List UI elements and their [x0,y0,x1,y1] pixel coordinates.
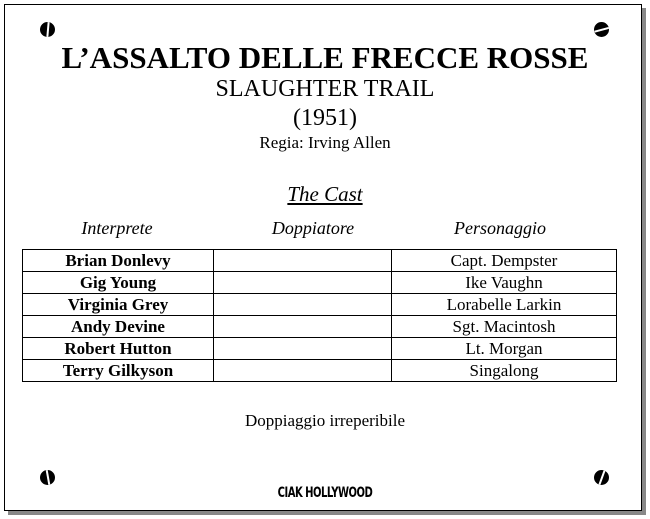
cast-heading: The Cast [287,182,363,206]
note: Doppiaggio irreperibile [244,411,406,430]
table-row: Virginia Grey Lorabelle Larkin [22,293,617,316]
cast-table: Brian Donlevy Capt. Dempster Gig Young Ike … [22,249,617,382]
dubber-cell [213,359,392,382]
table-row: Brian Donlevy Capt. Dempster [22,249,617,272]
screw-icon [40,470,55,485]
role-cell: Ike Vaughn [391,271,617,294]
actor-cell: Virginia Grey [22,293,214,316]
actor-cell: Gig Young [22,271,214,294]
role-cell: Sgt. Macintosh [391,315,617,338]
page-title: L’ASSALTO DELLE FRECCE ROSSE [61,40,589,75]
original-title: SLAUGHTER TRAIL [215,76,435,102]
director: Regia: Irving Allen [259,133,391,152]
dubber-cell [213,293,392,316]
dubber-cell [213,337,392,360]
screw-icon [594,470,609,485]
role-cell: Capt. Dempster [391,249,617,272]
dubber-cell [213,249,392,272]
table-row: Terry Gilkyson Singalong [22,359,617,382]
dubber-cell [213,271,392,294]
role-cell: Lorabelle Larkin [391,293,617,316]
table-row: Robert Hutton Lt. Morgan [22,337,617,360]
year: (1951) [293,105,357,131]
column-header-doppiatore: Doppiatore [271,218,355,238]
screw-icon [40,22,55,37]
logo: CIAK HOLLYWOOD [277,485,373,502]
table-row: Andy Devine Sgt. Macintosh [22,315,617,338]
actor-cell: Robert Hutton [22,337,214,360]
table-row: Gig Young Ike Vaughn [22,271,617,294]
column-header-personaggio: Personaggio [454,218,546,238]
dubber-cell [213,315,392,338]
actor-cell: Brian Donlevy [22,249,214,272]
screw-icon [594,22,609,37]
actor-cell: Andy Devine [22,315,214,338]
role-cell: Lt. Morgan [391,337,617,360]
column-header-interprete: Interprete [81,218,153,238]
role-cell: Singalong [391,359,617,382]
actor-cell: Terry Gilkyson [22,359,214,382]
